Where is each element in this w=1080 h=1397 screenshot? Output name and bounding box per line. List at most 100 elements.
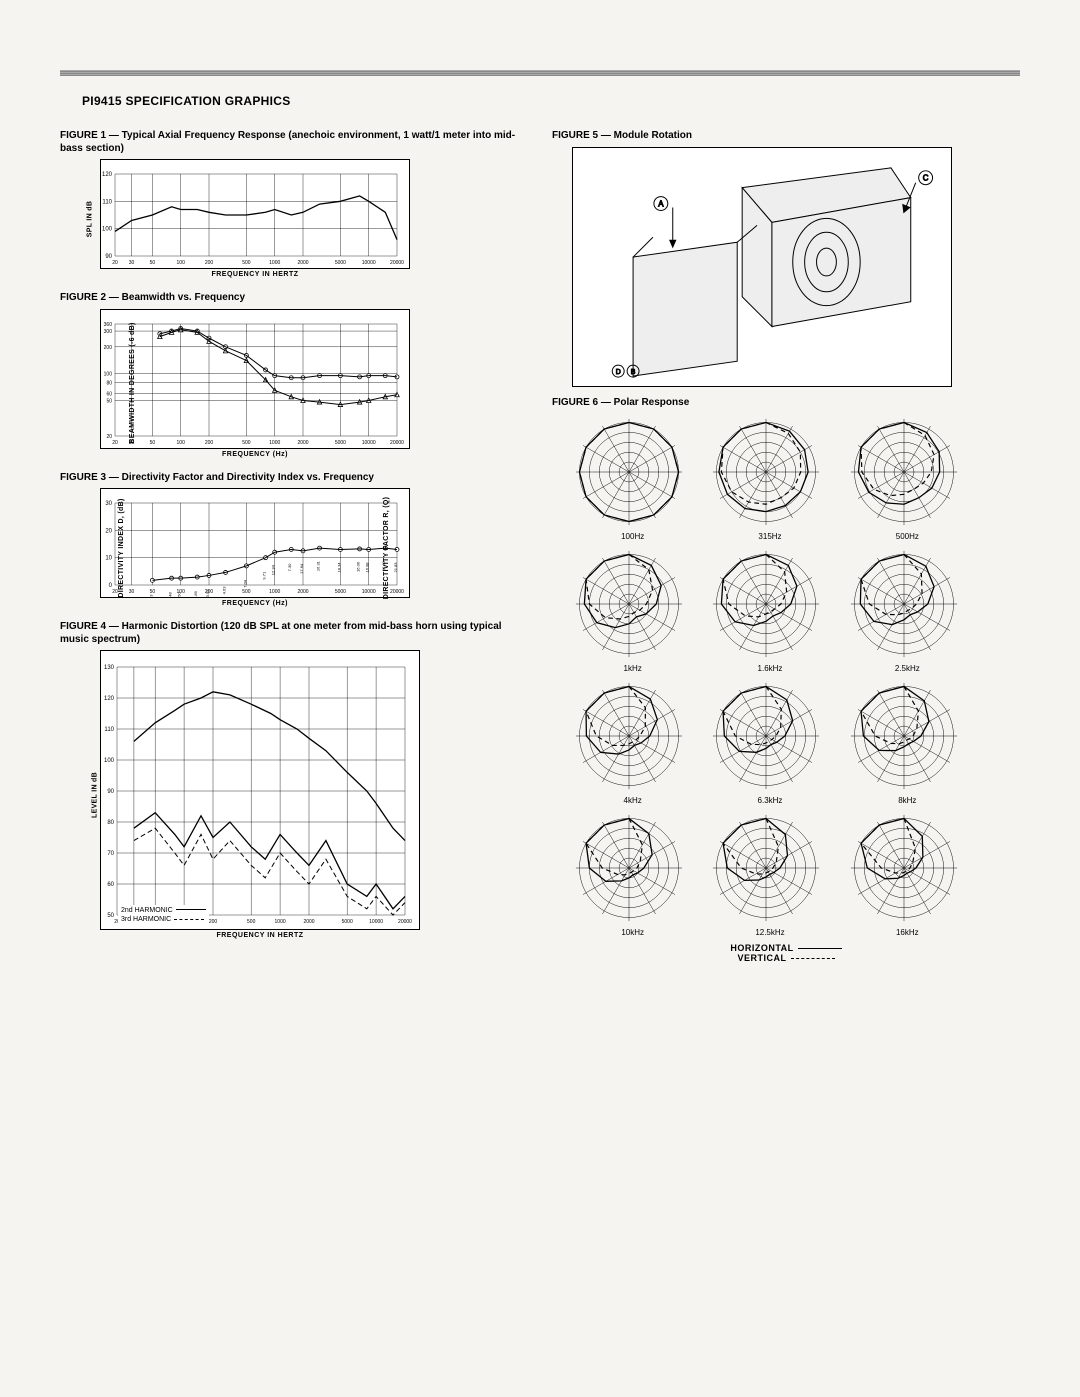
- svg-text:20000: 20000: [390, 260, 404, 266]
- svg-text:200: 200: [205, 440, 214, 446]
- polar-label: 6.3kHz: [707, 796, 832, 805]
- fig6-polar-grid: 100Hz 315Hz 500Hz 1kHz 1.6kHz 2.5kHz 4kHz 6.3kH…: [570, 413, 970, 937]
- polar-label: 8kHz: [845, 796, 970, 805]
- fig2-ylabel: BEAMWIDTH IN DEGREES (-6 dB): [129, 322, 136, 443]
- fig1-xlabel: FREQUENCY IN HERTZ: [100, 271, 410, 278]
- svg-text:10000: 10000: [362, 440, 376, 446]
- svg-text:1000: 1000: [275, 919, 286, 925]
- header-rule: [60, 70, 1020, 76]
- svg-text:9.71: 9.71: [262, 571, 267, 580]
- fig4-legend-2nd: 2nd HARMONIC: [121, 907, 173, 914]
- fig6-caption: FIGURE 6 — Polar Response: [552, 397, 1020, 410]
- polar-cell: 10kHz: [570, 809, 695, 937]
- svg-text:360: 360: [104, 322, 113, 328]
- fig4-ylabel: LEVEL IN dB: [91, 772, 98, 818]
- fig2-caption: FIGURE 2 — Beamwidth vs. Frequency: [60, 292, 528, 305]
- two-column-layout: FIGURE 1 — Typical Axial Frequency Respo…: [60, 126, 1020, 963]
- fig3-chart: DIRECTIVITY INDEX D, (dB) DIRECTIVITY FA…: [100, 488, 410, 607]
- svg-text:20000: 20000: [398, 919, 412, 925]
- svg-text:16.98: 16.98: [365, 562, 370, 573]
- svg-text:2.48: 2.48: [168, 592, 173, 598]
- svg-text:2.50: 2.50: [177, 592, 182, 598]
- fig1-ylabel: SPL IN dB: [87, 200, 94, 236]
- fig3-xlabel: FREQUENCY (Hz): [100, 600, 410, 607]
- svg-text:130: 130: [104, 665, 115, 671]
- svg-text:100: 100: [104, 758, 115, 764]
- polar-label: 12.5kHz: [707, 928, 832, 937]
- polar-cell: 100Hz: [570, 413, 695, 541]
- svg-text:50: 50: [150, 260, 156, 266]
- fig4-legend-3rd: 3rd HARMONIC: [121, 916, 171, 923]
- svg-text:200: 200: [205, 260, 214, 266]
- left-column: FIGURE 1 — Typical Axial Frequency Respo…: [60, 126, 528, 963]
- svg-text:20000: 20000: [390, 589, 404, 595]
- fig3-ylabel: DIRECTIVITY INDEX D, (dB): [118, 498, 125, 597]
- svg-text:2.89: 2.89: [193, 590, 198, 598]
- polar-cell: 2.5kHz: [845, 545, 970, 673]
- right-column: FIGURE 5 — Module Rotation A C D B: [552, 126, 1020, 963]
- svg-text:80: 80: [106, 380, 112, 386]
- svg-text:16.06: 16.06: [356, 561, 361, 572]
- svg-text:100: 100: [104, 371, 113, 377]
- fig5-diagram: A C D B: [572, 147, 952, 387]
- svg-text:20: 20: [112, 260, 118, 266]
- svg-text:500: 500: [242, 589, 251, 595]
- svg-text:5000: 5000: [335, 589, 346, 595]
- fig2-xlabel: FREQUENCY (Hz): [100, 451, 410, 458]
- polar-label: 1kHz: [570, 664, 695, 673]
- svg-text:10000: 10000: [369, 919, 383, 925]
- svg-text:100: 100: [177, 440, 186, 446]
- svg-text:2000: 2000: [303, 919, 314, 925]
- fig6-legend-v: VERTICAL: [738, 953, 787, 963]
- svg-text:30: 30: [129, 589, 135, 595]
- fig1-svg: 2030501002005001000200050001000020000901…: [100, 159, 410, 269]
- svg-text:16.31: 16.31: [316, 560, 321, 571]
- fig5-caption: FIGURE 5 — Module Rotation: [552, 130, 1020, 143]
- polar-cell: 4kHz: [570, 677, 695, 805]
- svg-text:100: 100: [177, 260, 186, 266]
- fig4-caption: FIGURE 4 — Harmonic Distortion (120 dB S…: [60, 621, 528, 646]
- fig3-y2label: DIRECTIVITY FACTOR R, (Q): [383, 496, 390, 599]
- svg-text:10: 10: [105, 556, 112, 562]
- svg-text:60: 60: [107, 882, 114, 888]
- svg-text:18.34: 18.34: [336, 562, 341, 573]
- svg-text:60: 60: [106, 391, 112, 397]
- svg-text:300: 300: [104, 329, 113, 335]
- svg-text:7.04: 7.04: [242, 579, 247, 588]
- page-title: PI9415 SPECIFICATION GRAPHICS: [82, 94, 1020, 108]
- fig3-svg: 2030501002005001000200050001000020000010…: [100, 488, 410, 598]
- svg-text:A: A: [658, 199, 664, 208]
- svg-text:30: 30: [129, 260, 135, 266]
- polar-label: 500Hz: [845, 532, 970, 541]
- svg-text:20: 20: [112, 440, 118, 446]
- svg-text:12.34: 12.34: [271, 564, 276, 575]
- svg-text:10000: 10000: [362, 260, 376, 266]
- svg-text:5000: 5000: [335, 260, 346, 266]
- svg-text:20000: 20000: [390, 440, 404, 446]
- svg-text:20: 20: [105, 528, 112, 534]
- svg-text:200: 200: [209, 919, 218, 925]
- fig3-caption: FIGURE 3 — Directivity Factor and Direct…: [60, 472, 528, 485]
- fig4-legend: 2nd HARMONIC 3rd HARMONIC: [118, 905, 209, 925]
- svg-text:17.64: 17.64: [299, 563, 304, 574]
- fig1-caption: FIGURE 1 — Typical Axial Frequency Respo…: [60, 130, 528, 155]
- svg-text:70: 70: [107, 851, 114, 857]
- svg-text:90: 90: [105, 254, 112, 260]
- fig4-chart: LEVEL IN dB 2030501002005001000200050001…: [100, 650, 420, 939]
- polar-cell: 16kHz: [845, 809, 970, 937]
- svg-text:D: D: [616, 369, 621, 376]
- svg-text:2000: 2000: [297, 260, 308, 266]
- polar-label: 100Hz: [570, 532, 695, 541]
- svg-text:500: 500: [247, 919, 256, 925]
- polar-cell: 12.5kHz: [707, 809, 832, 937]
- polar-cell: 6.3kHz: [707, 677, 832, 805]
- svg-text:2000: 2000: [297, 440, 308, 446]
- svg-text:B: B: [631, 369, 636, 376]
- fig6-legend: HORIZONTAL VERTICAL: [552, 943, 1020, 963]
- polar-label: 1.6kHz: [707, 664, 832, 673]
- polar-label: 4kHz: [570, 796, 695, 805]
- polar-label: 315Hz: [707, 532, 832, 541]
- svg-text:50: 50: [106, 398, 112, 404]
- svg-text:10000: 10000: [362, 589, 376, 595]
- fig1-chart: SPL IN dB 203050100200500100020005000100…: [100, 159, 410, 278]
